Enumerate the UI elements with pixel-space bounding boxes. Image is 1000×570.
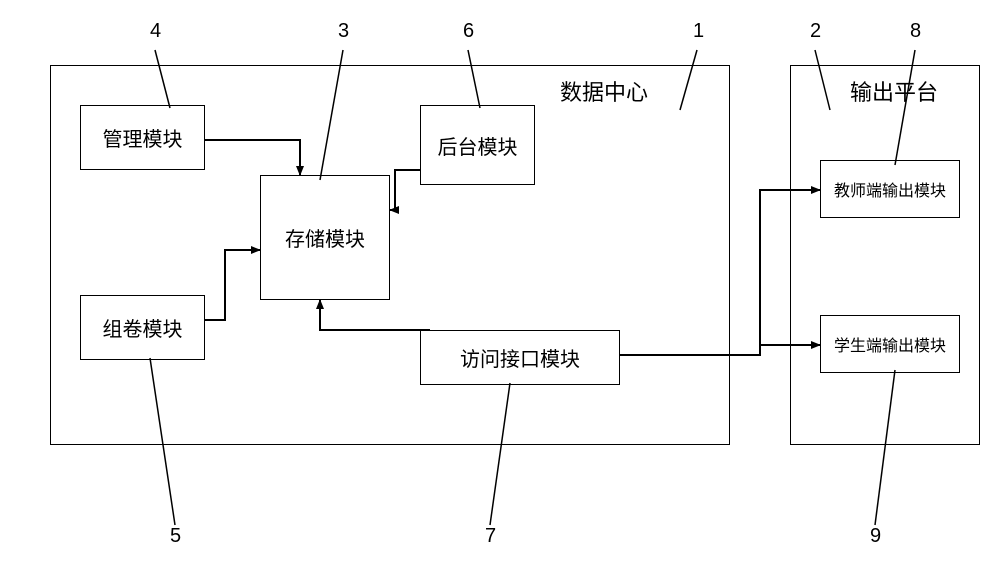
ref-4: 4 xyxy=(150,20,161,43)
ref-3: 3 xyxy=(338,20,349,43)
node-storage: 存储模块 xyxy=(260,175,390,300)
node-teacher-output: 教师端输出模块 xyxy=(820,160,960,218)
node-access: 访问接口模块 xyxy=(420,330,620,385)
ref-7: 7 xyxy=(485,525,496,548)
node-storage-label: 存储模块 xyxy=(285,223,365,252)
container-output-platform-label: 输出平台 xyxy=(850,75,938,107)
node-management: 管理模块 xyxy=(80,105,205,170)
node-access-label: 访问接口模块 xyxy=(460,343,580,372)
container-data-center-label: 数据中心 xyxy=(560,75,648,107)
diagram-canvas: 数据中心 输出平台 管理模块 存储模块 后台模块 组卷模块 访问接口模块 教师端… xyxy=(0,0,1000,570)
ref-1: 1 xyxy=(693,20,704,43)
ref-2: 2 xyxy=(810,20,821,43)
node-backend: 后台模块 xyxy=(420,105,535,185)
node-teacher-output-label: 教师端输出模块 xyxy=(834,177,946,201)
node-student-output-label: 学生端输出模块 xyxy=(834,332,946,356)
node-compose-label: 组卷模块 xyxy=(103,313,183,342)
node-management-label: 管理模块 xyxy=(103,123,183,152)
ref-6: 6 xyxy=(463,20,474,43)
ref-8: 8 xyxy=(910,20,921,43)
ref-9: 9 xyxy=(870,525,881,548)
node-backend-label: 后台模块 xyxy=(438,131,518,160)
ref-5: 5 xyxy=(170,525,181,548)
node-compose: 组卷模块 xyxy=(80,295,205,360)
node-student-output: 学生端输出模块 xyxy=(820,315,960,373)
container-output-platform xyxy=(790,65,980,445)
